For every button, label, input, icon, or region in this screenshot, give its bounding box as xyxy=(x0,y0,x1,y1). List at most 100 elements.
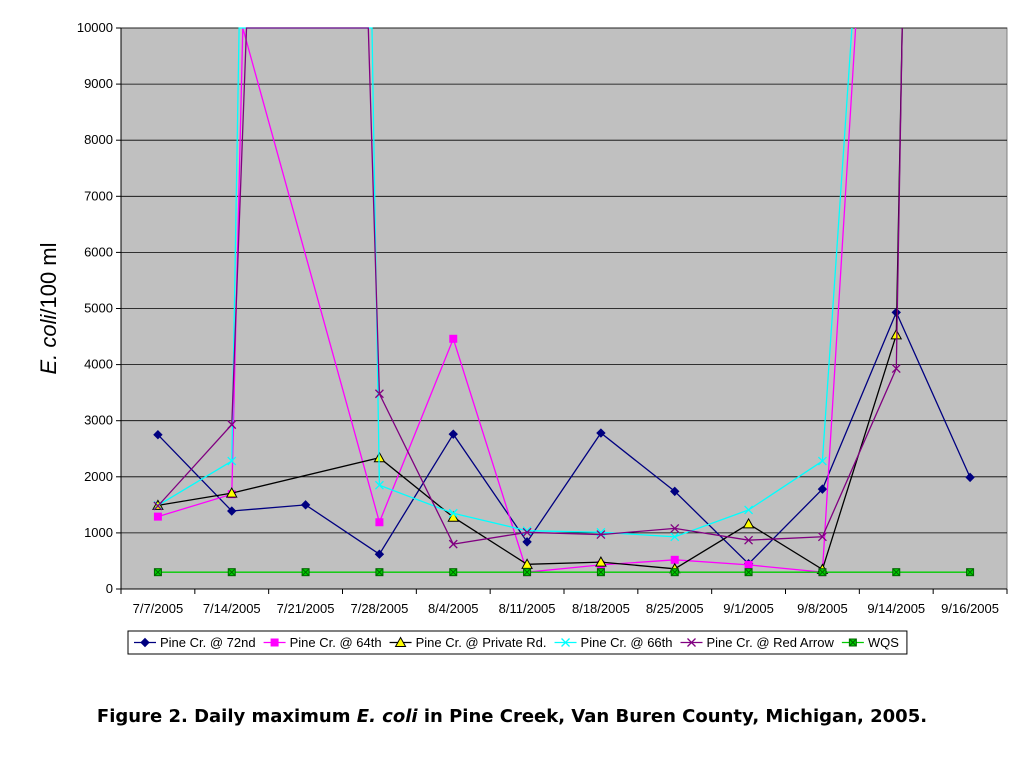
data-point xyxy=(522,527,532,537)
x-tick-label: 9/16/2005 xyxy=(941,601,999,616)
series-line xyxy=(157,310,971,565)
legend-item: Pine Cr. @ Private Rd. xyxy=(389,635,547,650)
legend-label: Pine Cr. @ 64th xyxy=(290,635,382,650)
y-tick-label: 8000 xyxy=(84,132,113,147)
data-point xyxy=(891,364,901,373)
data-point xyxy=(744,505,754,515)
data-point xyxy=(375,518,384,527)
data-point xyxy=(448,539,458,549)
data-point xyxy=(744,568,753,577)
x-tick-label: 9/1/2005 xyxy=(723,601,774,616)
legend-box xyxy=(127,630,908,655)
x-tick-label: 8/4/2005 xyxy=(428,601,479,616)
data-point xyxy=(818,568,827,577)
data-point xyxy=(523,568,532,577)
legend-item: Pine Cr. @ 66th xyxy=(554,635,673,650)
data-point xyxy=(374,389,384,399)
data-point xyxy=(301,568,310,577)
data-point xyxy=(227,568,236,577)
caption-prefix: Figure 2. Daily maximum xyxy=(96,706,357,727)
data-point xyxy=(153,512,162,521)
x-tick-label: 8/11/2005 xyxy=(499,601,556,616)
data-point xyxy=(448,429,458,439)
legend-item: WQS xyxy=(841,635,899,650)
y-axis-label-italic: E. coli xyxy=(36,314,61,375)
x-tick-label: 9/8/2005 xyxy=(797,601,848,616)
figure-caption: Figure 2. Daily maximum E. coli in Pine … xyxy=(0,706,1024,727)
y-axis-label: E. coli/100 ml xyxy=(36,242,61,374)
legend-marker xyxy=(848,638,857,647)
data-point xyxy=(966,568,975,577)
data-point xyxy=(817,484,828,494)
legend-marker xyxy=(687,638,696,647)
data-point xyxy=(670,486,680,497)
legend-marker xyxy=(140,637,150,648)
y-tick-label: 10000 xyxy=(77,20,113,35)
data-point xyxy=(153,501,163,511)
data-point xyxy=(225,487,238,498)
series-4 xyxy=(153,27,903,549)
data-point xyxy=(744,560,753,569)
data-point xyxy=(965,472,975,483)
data-point xyxy=(374,480,384,490)
data-point xyxy=(596,530,606,540)
x-tick-label: 7/21/2005 xyxy=(277,601,335,616)
data-point xyxy=(227,506,237,516)
data-point xyxy=(449,568,458,577)
data-point xyxy=(374,549,385,559)
y-tick-label: 4000 xyxy=(84,357,113,372)
y-axis-label-units: /100 ml xyxy=(36,242,61,314)
data-point xyxy=(670,555,679,564)
x-tick-label: 8/18/2005 xyxy=(572,601,630,616)
y-tick-label: 1000 xyxy=(84,525,113,540)
legend-label: Pine Cr. @ 66th xyxy=(581,635,673,650)
legend: Pine Cr. @ 72nd Pine Cr. @ 64th Pine Cr. @… xyxy=(127,630,908,655)
series-0 xyxy=(153,307,975,569)
e-coli-line-chart: 0 1000 2000 3000 4000 5000 6000 7000 8000 9000 100… xyxy=(36,20,1008,655)
x-tick-label: 7/7/2005 xyxy=(133,601,184,616)
legend-marker xyxy=(561,638,570,647)
data-point xyxy=(744,535,754,545)
legend-item: Pine Cr. @ 72nd xyxy=(134,635,256,650)
y-tick-label: 3000 xyxy=(84,413,113,428)
data-point xyxy=(817,532,827,542)
legend-item: Pine Cr. @ 64th xyxy=(263,635,382,650)
legend-label: WQS xyxy=(868,635,899,650)
caption-suffix: in Pine Creek, Van Buren County, Michiga… xyxy=(417,706,928,727)
data-point xyxy=(522,537,532,547)
y-tick-label: 5000 xyxy=(84,301,113,316)
data-point xyxy=(300,500,311,510)
data-point xyxy=(375,568,384,577)
y-tick-label: 7000 xyxy=(84,188,113,203)
data-point xyxy=(447,511,460,522)
legend-label: Pine Cr. @ Private Rd. xyxy=(416,635,547,650)
data-point xyxy=(892,568,901,577)
data-point xyxy=(227,420,237,430)
data-point xyxy=(153,430,163,440)
x-tick-label: 7/28/2005 xyxy=(350,601,408,616)
data-point xyxy=(670,568,679,577)
legend-label: Pine Cr. @ Red Arrow xyxy=(707,635,835,650)
data-point xyxy=(596,428,606,438)
legend-item: Pine Cr. @ Red Arrow xyxy=(680,635,835,650)
data-point xyxy=(227,456,237,466)
x-tick-label: 9/14/2005 xyxy=(867,601,925,616)
x-tick-label: 7/14/2005 xyxy=(203,601,261,616)
caption-italic: E. coli xyxy=(356,706,418,727)
series-5 xyxy=(153,568,975,577)
data-point xyxy=(596,568,605,577)
y-tick-label: 2000 xyxy=(84,469,113,484)
data-point xyxy=(449,334,458,343)
axes: 0 1000 2000 3000 4000 5000 6000 7000 8000 9000 100… xyxy=(77,20,1008,616)
data-point xyxy=(670,523,680,533)
legend-marker xyxy=(270,638,279,647)
legend-marker xyxy=(394,636,407,647)
y-tick-label: 9000 xyxy=(84,76,113,91)
legend-label: Pine Cr. @ 72nd xyxy=(160,635,256,650)
series-lines xyxy=(152,27,975,577)
data-point xyxy=(670,532,680,542)
y-tick-label: 0 xyxy=(106,581,113,596)
data-point xyxy=(817,456,827,466)
data-point xyxy=(153,568,162,577)
x-tick-label: 8/25/2005 xyxy=(646,601,704,616)
